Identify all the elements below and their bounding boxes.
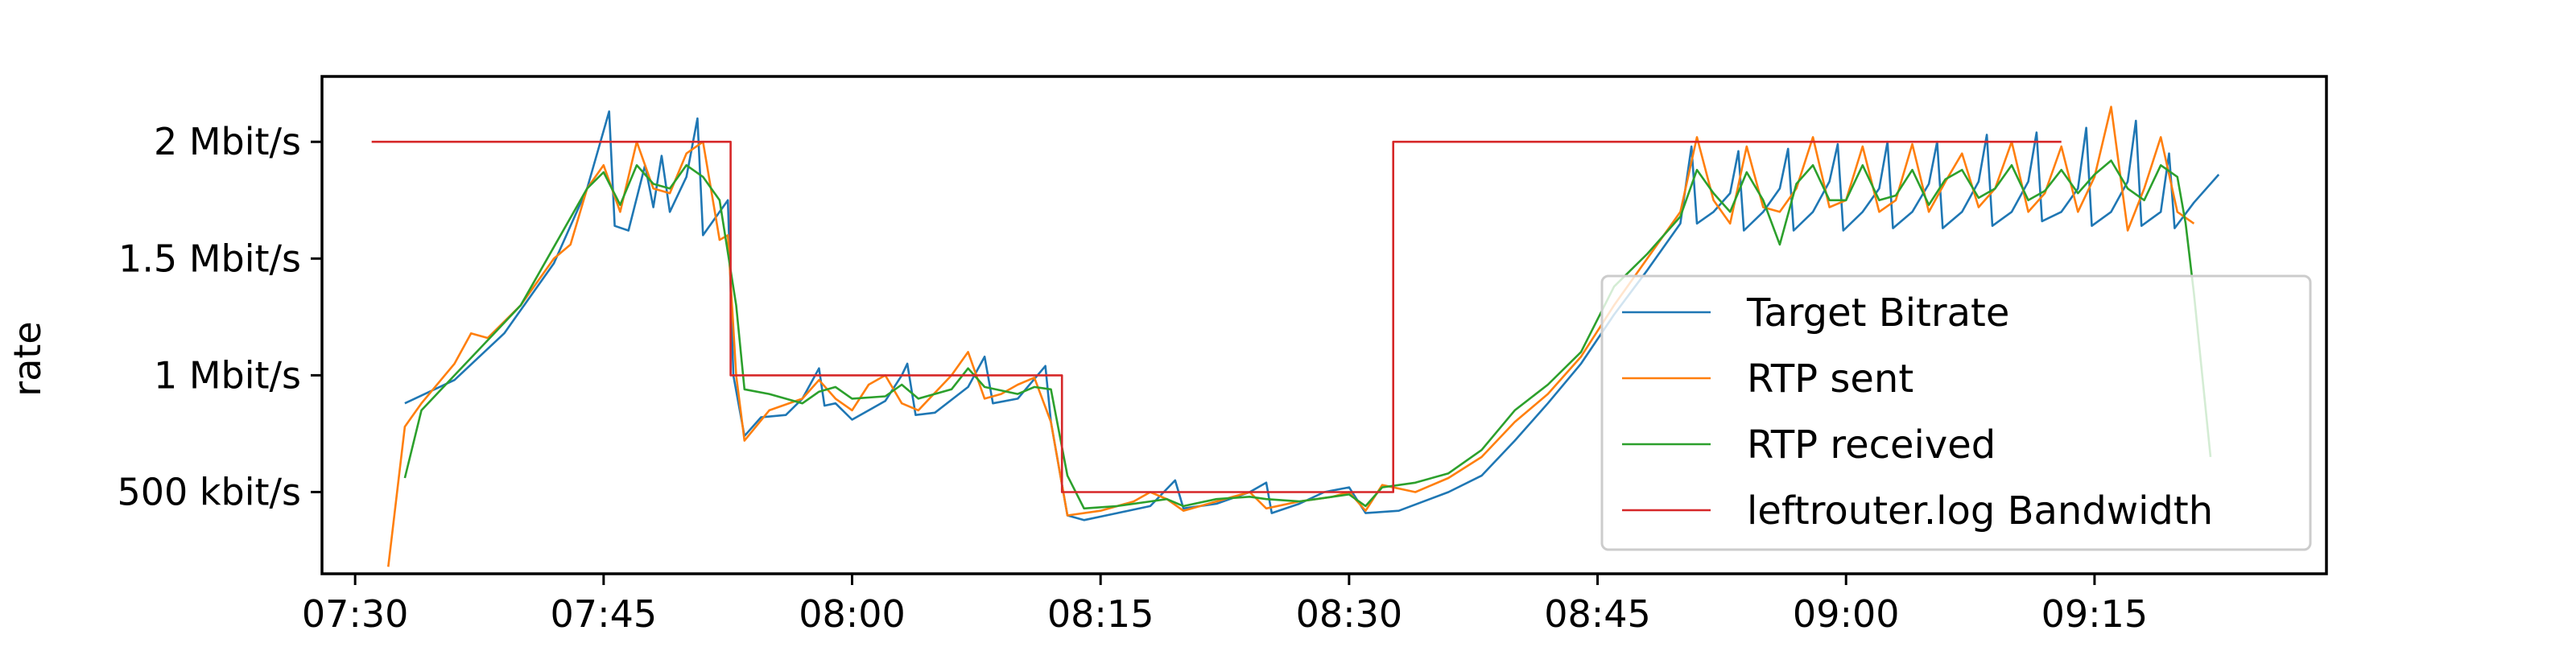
series-line-rtp-received xyxy=(403,159,2212,510)
legend-label: RTP received xyxy=(1747,422,1996,468)
legend-label: Target Bitrate xyxy=(1746,291,2009,336)
x-tick-label: 08:45 xyxy=(1544,592,1651,636)
x-tick-label: 08:15 xyxy=(1047,592,1154,636)
legend-label: RTP sent xyxy=(1747,356,1913,402)
legend-label: leftrouter.log Bandwidth xyxy=(1747,488,2213,534)
x-tick-label: 08:00 xyxy=(799,592,906,636)
x-tick-label: 07:30 xyxy=(302,592,409,636)
y-tick-label: 500 kbit/s xyxy=(117,470,301,513)
x-tick-label: 08:30 xyxy=(1296,592,1403,636)
y-tick-label: 1 Mbit/s xyxy=(154,353,301,397)
x-tick-label: 07:45 xyxy=(551,592,658,636)
plot-frame xyxy=(320,75,2328,575)
y-axis-label: rate xyxy=(6,321,49,396)
y-tick-label: 2 Mbit/s xyxy=(154,120,301,163)
y-tick-label: 1.5 Mbit/s xyxy=(118,237,301,280)
x-tick-label: 09:00 xyxy=(1793,592,1900,636)
series-line-leftrouter-log-bandwidth xyxy=(371,140,2062,493)
x-tick-label: 09:15 xyxy=(2041,592,2149,636)
legend-box xyxy=(1600,274,2312,551)
